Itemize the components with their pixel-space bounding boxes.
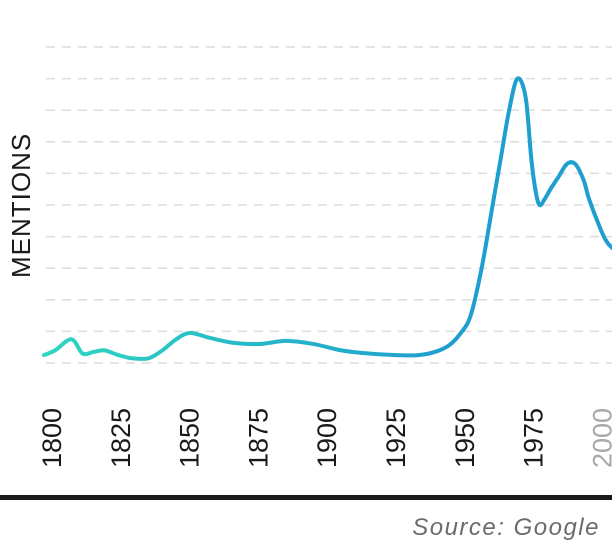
x-tick-label: 1975 bbox=[519, 408, 549, 468]
x-tick-label: 1950 bbox=[450, 408, 480, 468]
x-tick-label: 1900 bbox=[312, 408, 342, 468]
x-tick-label: 1925 bbox=[381, 408, 411, 468]
series-line-0 bbox=[42, 76, 612, 361]
x-tick-label: 1875 bbox=[243, 408, 273, 468]
x-tick-label: 1850 bbox=[175, 408, 205, 468]
y-axis-label: MENTIONS bbox=[6, 133, 36, 278]
x-axis-ticks: 1800 1825 1850 1875 1900 1925 1950 1975 2000 bbox=[37, 408, 612, 468]
x-tick-label: 1800 bbox=[37, 408, 67, 468]
source-note: Source: Google bbox=[412, 514, 600, 541]
x-tick-label: 1825 bbox=[106, 408, 136, 468]
plot-area bbox=[42, 76, 612, 361]
baseline-bar bbox=[0, 495, 612, 500]
x-tick-label: 2000 bbox=[588, 408, 612, 468]
